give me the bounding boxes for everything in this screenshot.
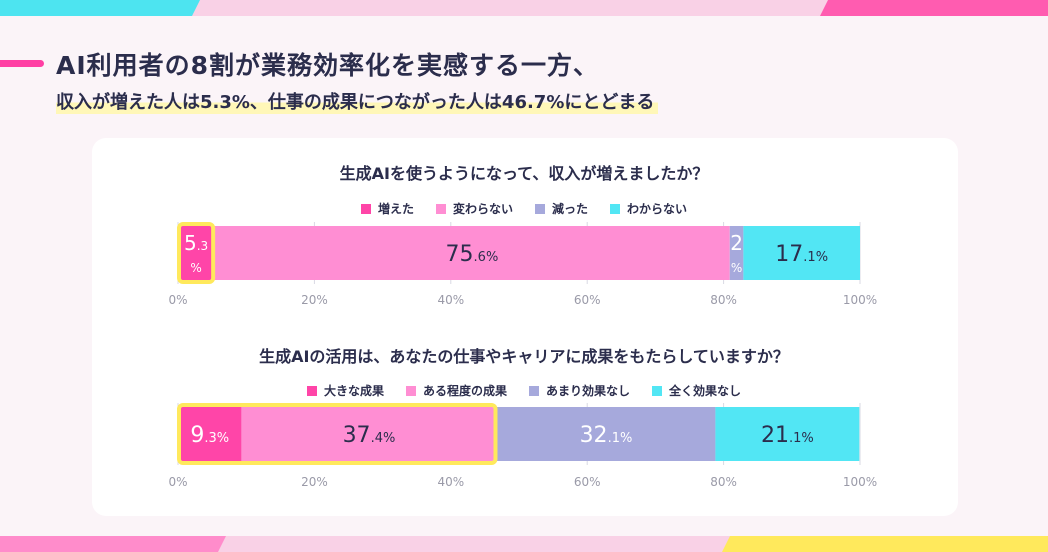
tick-label: 40% [437, 293, 464, 307]
value-main: 21 [761, 423, 789, 448]
value-decimal: .1% [803, 250, 828, 265]
legend-item: 変わらない [435, 200, 513, 217]
legend-swatch [405, 385, 416, 396]
band-segment [0, 0, 1048, 16]
main-heading: AI利用者の8割が業務効率化を実感する一方、 [56, 51, 600, 80]
value-main: 5 [184, 231, 197, 255]
band-segment [0, 536, 226, 552]
highlight-frame [177, 222, 216, 284]
legend-item: あまり効果なし [529, 382, 630, 399]
legend-label: 大きな成果 [323, 384, 384, 398]
band-segment [820, 0, 1048, 16]
legend-label: 増えた [377, 202, 414, 216]
tick-label: 20% [301, 475, 328, 489]
tick-label: 0% [168, 293, 187, 307]
legend-swatch [535, 203, 545, 214]
bar-value-label: 32.1% [580, 423, 633, 448]
chart2-legend: 大きな成果 ある程度の成果 あまり効果なし 全く効果なし [0, 382, 1048, 399]
value-decimal: .6% [474, 250, 499, 265]
tick-label: 80% [710, 475, 737, 489]
legend-item: 増えた [360, 200, 414, 217]
band-segment [0, 0, 200, 16]
sub-heading: 収入が増えた人は5.3%、仕事の成果につながった人は46.7%にとどまる [56, 88, 659, 114]
bar-value-label: 17.1% [775, 242, 828, 267]
legend-swatch [435, 203, 446, 214]
legend-swatch [652, 385, 663, 396]
band-segment [722, 536, 1048, 552]
highlight-frame [177, 403, 498, 465]
value-main: 9 [190, 423, 204, 448]
tick-label: 40% [437, 475, 464, 489]
tick-label: 20% [301, 293, 328, 307]
tick-label: 100% [843, 475, 877, 489]
legend-item: 全く効果なし [652, 382, 741, 399]
bar-segment [715, 407, 860, 461]
bar-segment [496, 407, 716, 461]
legend-label: 変わらない [452, 202, 513, 216]
legend-item: ある程度の成果 [405, 382, 507, 399]
value-decimal: .1% [608, 431, 633, 446]
legend-label: あまり効果なし [546, 384, 631, 398]
bar-segment [743, 226, 860, 280]
bar-value-label: 75.6% [446, 242, 499, 267]
tick-label: 80% [710, 293, 737, 307]
bar-segment [241, 407, 497, 461]
chart1-legend: 増えた 変わらない 減った わからない [0, 200, 1048, 217]
legend-item: わからない [610, 200, 687, 217]
bar-value-label: 21.1% [761, 423, 814, 448]
tick-label: 60% [574, 293, 601, 307]
legend-swatch [360, 203, 371, 214]
value-decimal: .1% [789, 431, 814, 446]
top-decor-band [0, 0, 1048, 16]
value-main: 32 [580, 423, 608, 448]
bar-segment [729, 226, 744, 280]
bar-value-pct: % [190, 261, 201, 275]
chart1-title: 生成AIを使うようになって、収入が増えましたか？ [339, 164, 709, 183]
chart2-title: 生成AIの活用は、あなたの仕事やキャリアに成果をもたらしていますか？ [259, 347, 789, 366]
chart-1: 0% 20% 40% 60% 80% 100% 5.3% 75.6% 2% 17.1% [168, 222, 877, 307]
value-main: 2 [730, 231, 743, 255]
legend-item: 大きな成果 [306, 382, 384, 399]
legend-swatch [529, 385, 539, 396]
legend-swatch [610, 203, 621, 214]
legend-item: 減った [535, 200, 588, 217]
bottom-decor-band [0, 536, 1048, 552]
bar-value-label: 37.4% [343, 423, 396, 448]
bar-value-label: 5.3 [184, 231, 208, 255]
bar-value-label: 2 [730, 231, 743, 255]
legend-label: ある程度の成果 [422, 384, 507, 398]
value-decimal: .3 [197, 239, 208, 253]
chart-2: 0% 20% 40% 60% 80% 100%9.3% 37.4% 32.1% 21.1% [168, 403, 877, 489]
bar-value-pct: % [731, 261, 742, 275]
bar-segment [214, 226, 730, 280]
legend-swatch [306, 385, 317, 396]
value-decimal: .4% [371, 431, 396, 446]
legend-label: 全く効果なし [669, 384, 742, 398]
tick-label: 100% [843, 293, 877, 307]
legend-label: 減った [552, 202, 589, 216]
tick-label: 60% [574, 475, 601, 489]
heading-accent-line [0, 60, 44, 67]
tick-label: 0% [168, 475, 187, 489]
legend-label: わからない [627, 202, 688, 216]
value-main: 17 [775, 242, 803, 267]
value-main: 75 [446, 242, 474, 267]
value-main: 37 [343, 423, 371, 448]
bar-segment [178, 407, 242, 461]
bar-segment [178, 226, 215, 280]
bar-value-label: 9.3% [190, 423, 229, 448]
value-decimal: .3% [204, 431, 229, 446]
